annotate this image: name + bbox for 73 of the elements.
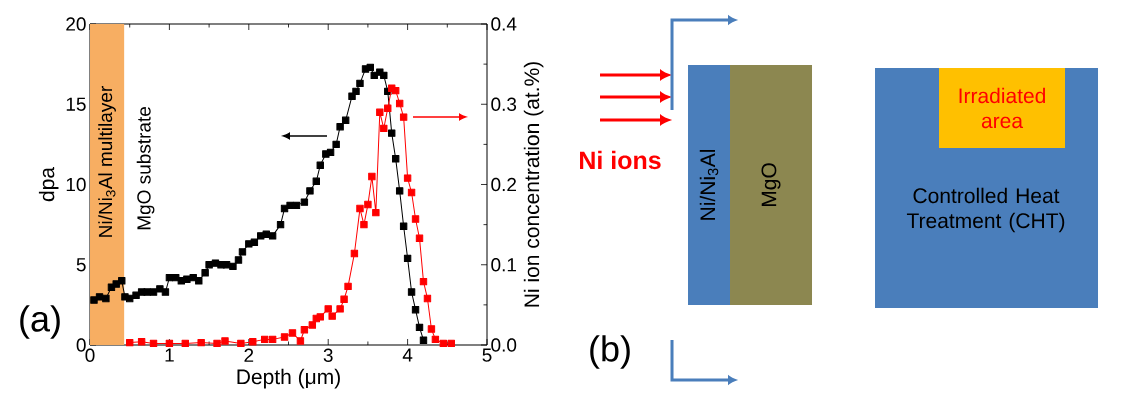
point xyxy=(395,99,404,108)
y2-tick-label: 0.1 xyxy=(491,258,517,272)
point xyxy=(399,113,408,121)
x-tick-label: 4 xyxy=(402,348,413,362)
point xyxy=(300,326,309,334)
point xyxy=(268,335,277,344)
text: Controlled Heat Treatment (CHT) xyxy=(906,187,1065,233)
y2-tick-label: 0.3 xyxy=(491,97,517,111)
x-tick-label: 3 xyxy=(323,348,333,362)
point xyxy=(137,338,146,346)
point xyxy=(372,208,380,217)
point xyxy=(427,325,436,333)
point xyxy=(237,339,245,348)
point xyxy=(344,282,352,291)
x-tick-label: 1 xyxy=(165,348,174,362)
y-tick-label: 20 xyxy=(66,17,86,31)
text: Ni ions xyxy=(580,150,661,170)
point xyxy=(316,313,324,321)
text: (a) xyxy=(20,305,60,339)
x-tick-label: 2 xyxy=(244,348,254,362)
point xyxy=(419,277,428,286)
y2-tick-label: 0.0 xyxy=(491,338,517,352)
point xyxy=(411,215,420,223)
text: MgO xyxy=(761,163,781,207)
point xyxy=(308,321,317,329)
point xyxy=(126,338,134,347)
point xyxy=(260,335,269,344)
x-tick-label: 0 xyxy=(85,348,95,362)
point xyxy=(392,86,400,95)
point xyxy=(439,339,448,348)
point xyxy=(380,124,388,133)
point xyxy=(249,338,257,346)
x-axis-title: Depth (μm) xyxy=(237,368,340,389)
point xyxy=(221,337,229,345)
y-axis-title: dpa xyxy=(38,166,59,202)
point xyxy=(149,339,158,348)
point xyxy=(181,339,189,348)
y2-tick-label: 0.4 xyxy=(491,17,517,31)
point xyxy=(324,305,332,313)
point xyxy=(197,338,205,347)
point xyxy=(328,312,336,320)
point xyxy=(280,333,289,341)
point xyxy=(356,204,364,213)
point xyxy=(360,220,368,229)
y-tick-label: 10 xyxy=(66,177,86,192)
point xyxy=(423,294,432,303)
point xyxy=(340,295,348,303)
point xyxy=(213,339,221,348)
point xyxy=(376,108,384,116)
point xyxy=(296,337,305,345)
point xyxy=(407,188,416,197)
y-tick-label: 5 xyxy=(76,258,86,272)
point xyxy=(384,104,392,112)
annotation: MgO substrate xyxy=(136,107,155,230)
text: Irradiated area xyxy=(959,87,1045,129)
y-tick-label: 0 xyxy=(76,338,86,352)
point xyxy=(350,249,359,258)
text: (b) xyxy=(590,335,630,369)
text: Ni/Ni$_{3}$Al xyxy=(699,149,719,220)
band-label: Ni/Ni$_{3}$Al multilayer xyxy=(98,86,116,237)
point xyxy=(447,339,455,348)
point xyxy=(403,174,412,182)
point xyxy=(288,329,297,337)
y-tick-label: 15 xyxy=(66,97,86,111)
point xyxy=(415,234,424,242)
y2-axis-title: Ni ion concentration (at.%) xyxy=(523,62,544,307)
y2-tick-label: 0.2 xyxy=(491,177,516,192)
point xyxy=(368,172,376,181)
point xyxy=(431,335,440,344)
point xyxy=(336,305,344,313)
x-tick-label: 5 xyxy=(482,348,492,362)
point xyxy=(364,200,372,209)
point xyxy=(165,339,174,348)
